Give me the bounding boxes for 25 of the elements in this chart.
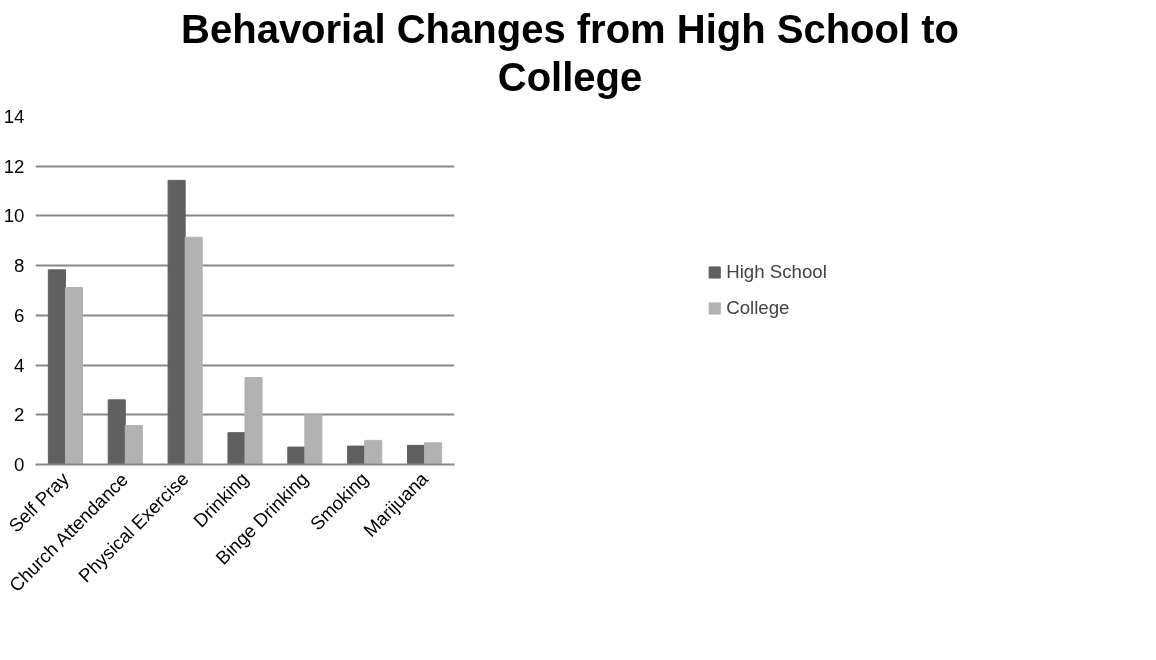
y-tick-label: 6 [14,304,25,326]
y-tick-label: 0 [14,454,25,475]
bar [167,179,186,465]
bar [184,236,203,465]
y-tick-label: 14 [3,106,25,127]
y-tick-label: 8 [14,255,25,277]
bar [227,432,246,465]
bar [107,399,126,465]
bar [304,414,323,465]
y-tick-label: 2 [14,404,25,426]
bar [424,442,443,465]
legend-label: High School [726,261,827,283]
bar [364,439,383,465]
bar [287,446,306,465]
bar [64,287,83,465]
y-tick-label: 4 [14,354,25,376]
legend-label: College [726,297,790,319]
bar [47,269,66,465]
y-tick-label: 10 [3,205,25,227]
bar [407,444,426,465]
text: Behavorial Changes from High School to College [180,6,960,101]
bar [347,445,366,465]
y-tick-label: 12 [3,155,25,177]
bar [244,377,263,465]
bar [124,424,143,465]
